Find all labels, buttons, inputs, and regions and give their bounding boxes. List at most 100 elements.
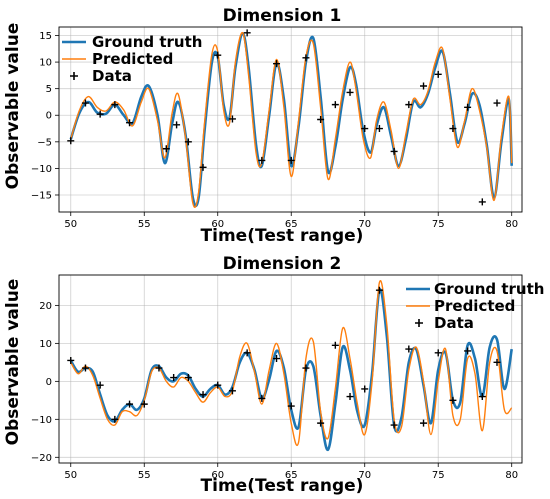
data-point-marker [228, 115, 236, 123]
plot-frame [58, 26, 523, 213]
legend-label-data-2: Data [434, 314, 474, 332]
data-point-marker [214, 51, 222, 59]
data-point-marker [96, 110, 104, 118]
legend-1: Ground truth Predicted Data [62, 33, 202, 85]
data-point-marker [258, 394, 266, 402]
tick-label-y: 10 [39, 58, 52, 69]
data-point-marker [449, 396, 457, 404]
data-point-marker [464, 347, 472, 355]
data-point-marker [111, 101, 119, 109]
data-point-marker [317, 419, 325, 427]
data-point-marker [96, 381, 104, 389]
data-point-marker [67, 137, 75, 145]
tick-label-y: −10 [31, 164, 52, 175]
tick-label-y: −15 [31, 190, 52, 201]
data-point-marker [126, 119, 134, 127]
data-point-marker [361, 125, 369, 133]
data-point-marker [317, 116, 325, 123]
data-point-marker [184, 138, 192, 146]
data-point-marker [390, 147, 398, 155]
data-point-marker [346, 393, 354, 401]
data-point-marker [420, 82, 428, 90]
tick-label-y: 15 [39, 31, 52, 42]
data-point-marker [258, 156, 266, 164]
data-point-marker [111, 415, 119, 423]
series-predicted [70, 32, 513, 208]
data-point-marker [170, 374, 178, 382]
legend-label-predicted-2: Predicted [434, 297, 515, 315]
data-point-marker [155, 364, 163, 372]
data-point-marker [346, 88, 354, 96]
series-predicted [70, 280, 513, 446]
data-point-marker [273, 60, 281, 68]
ylabel-top: Observable value [3, 23, 23, 190]
data-point-marker [228, 387, 236, 395]
legend-label-ground-truth-2: Ground truth [434, 280, 544, 298]
data-point-marker [375, 286, 383, 294]
tick-label-x: 60 [211, 470, 224, 481]
tick-label-y: 0 [46, 111, 52, 122]
data-point-marker [434, 70, 442, 78]
data-point-marker [331, 101, 339, 109]
tick-label-y: 0 [46, 377, 52, 388]
data-point-marker [140, 400, 148, 408]
tick-label-x: 50 [64, 470, 77, 481]
legend-2: Ground truth Predicted Data [406, 280, 544, 332]
data-point-marker [478, 393, 486, 401]
data-point-marker [81, 99, 89, 107]
data-point-marker [434, 349, 442, 357]
data-point-marker [199, 163, 207, 171]
data-point-marker [375, 125, 383, 133]
data-point-marker [287, 402, 295, 410]
data-point-marker [405, 101, 413, 109]
tick-label-y: −5 [37, 137, 52, 148]
data-point-marker [493, 99, 501, 107]
data-point-marker [464, 103, 472, 111]
tick-label-y: 10 [39, 339, 52, 350]
data-point-marker [273, 355, 281, 363]
tick-label-x: 75 [432, 219, 445, 230]
data-point-marker [449, 125, 457, 133]
xlabel-1: Time(Test range) [201, 226, 364, 246]
data-point-marker [302, 364, 310, 372]
data-point-marker [184, 374, 192, 382]
data-point-marker [361, 385, 369, 393]
data-point-marker [405, 345, 413, 353]
chart-title-2: Dimension 2 [223, 254, 342, 274]
data-point-marker [67, 356, 75, 364]
tick-label-x: 70 [358, 219, 371, 230]
data-point-marker [420, 419, 428, 427]
chart-title-1: Dimension 1 [223, 6, 342, 26]
data-point-marker [126, 400, 134, 408]
ylabel-bottom: Observable value [3, 279, 23, 446]
tick-label-x: 80 [505, 470, 518, 481]
data-point-marker [173, 121, 181, 129]
tick-label-x: 60 [211, 219, 224, 230]
data-point-marker [287, 156, 295, 164]
legend-swatch-data-2 [415, 319, 423, 327]
data-point-marker [478, 198, 486, 206]
legend-label-ground-truth: Ground truth [92, 33, 202, 51]
tick-label-x: 50 [64, 219, 77, 230]
data-point-marker [162, 145, 170, 153]
plot-frame [58, 274, 523, 464]
data-point-marker [243, 29, 251, 37]
tick-label-x: 80 [505, 219, 518, 230]
data-point-marker [302, 54, 310, 62]
tick-label-x: 75 [432, 470, 445, 481]
tick-label-x: 65 [285, 219, 298, 230]
data-point-marker [243, 349, 251, 357]
tick-label-x: 70 [358, 470, 371, 481]
xlabel-2: Time(Test range) [201, 476, 364, 496]
chart-dimension-1: Dimension 1 Time(Test range) 50 55 60 65 70 7… [31, 6, 523, 246]
tick-label-x: 55 [138, 470, 151, 481]
data-point-marker [214, 381, 222, 389]
tick-label-y: −10 [31, 415, 52, 426]
data-point-marker [81, 364, 89, 372]
data-point-marker [199, 391, 207, 399]
legend-label-data: Data [92, 67, 132, 85]
chart-dimension-2: Dimension 2 Time(Test range) 50 55 60 65 70 7… [31, 254, 523, 496]
data-point-marker [390, 421, 398, 429]
tick-label-y: 20 [39, 301, 52, 312]
data-point-marker [331, 341, 339, 349]
